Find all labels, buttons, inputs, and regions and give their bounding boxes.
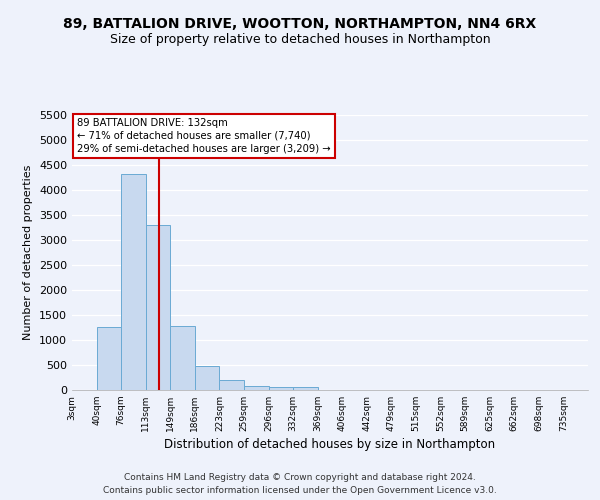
Bar [220,380,244,390]
Text: Contains HM Land Registry data © Crown copyright and database right 2024.
Contai: Contains HM Land Registry data © Crown c… [103,474,497,495]
Text: Size of property relative to detached houses in Northampton: Size of property relative to detached ho… [110,32,490,46]
Bar [170,326,195,390]
Bar [121,174,146,390]
Bar [269,387,293,390]
X-axis label: Distribution of detached houses by size in Northampton: Distribution of detached houses by size … [164,438,496,451]
Text: 89, BATTALION DRIVE, WOOTTON, NORTHAMPTON, NN4 6RX: 89, BATTALION DRIVE, WOOTTON, NORTHAMPTO… [64,18,536,32]
Bar [97,327,121,390]
Bar [244,386,269,390]
Bar [195,366,220,390]
Text: 89 BATTALION DRIVE: 132sqm
← 71% of detached houses are smaller (7,740)
29% of s: 89 BATTALION DRIVE: 132sqm ← 71% of deta… [77,118,331,154]
Bar [293,387,318,390]
Bar [146,225,170,390]
Y-axis label: Number of detached properties: Number of detached properties [23,165,34,340]
